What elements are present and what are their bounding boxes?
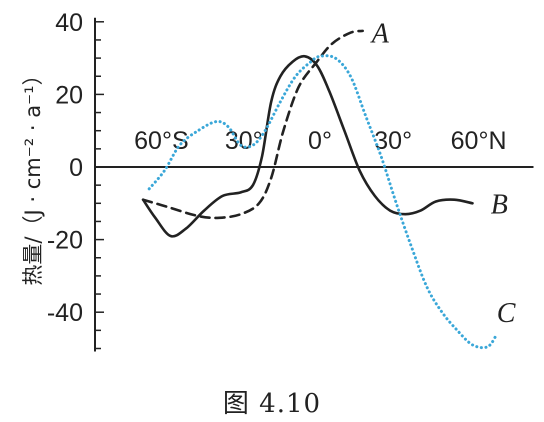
y-tick-label: 0: [69, 154, 83, 182]
series-a-line: [141, 29, 364, 220]
series-c-label: C: [497, 298, 516, 329]
series-c-line: [147, 54, 499, 350]
series-b-line: [141, 54, 474, 238]
figure-caption: 图 4.10: [223, 389, 321, 419]
y-tick-label: 20: [55, 81, 83, 109]
y-axis-label: 热量/（J · cm⁻² · a⁻¹）: [21, 64, 45, 285]
series-a-label: A: [370, 19, 390, 50]
x-tick-label: 60°N: [451, 127, 507, 155]
series-layer: [141, 29, 499, 350]
y-tick-label: 40: [55, 9, 83, 37]
x-tick-label: 0°: [308, 127, 332, 155]
labels-layer: A B C: [370, 19, 516, 330]
x-tick-label: 60°S: [134, 127, 188, 155]
y-tick-label: -40: [47, 299, 83, 327]
y-tick-label: -20: [47, 227, 83, 255]
series-b-label: B: [491, 189, 508, 220]
x-tick-label: 30°: [374, 127, 412, 155]
